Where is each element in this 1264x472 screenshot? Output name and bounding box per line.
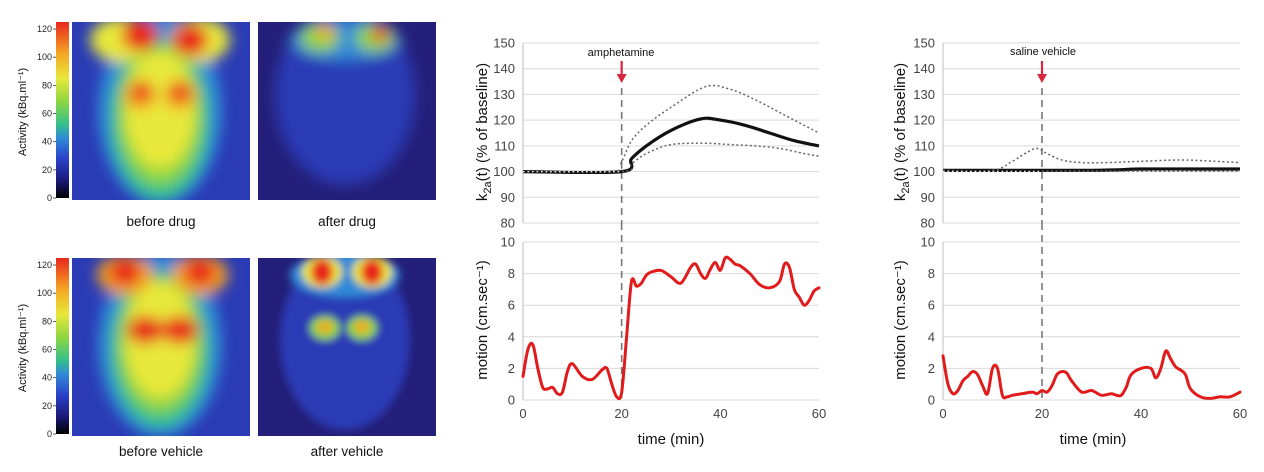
y-tick-label: 150 (493, 36, 515, 51)
colorbar-ticks-top: 0 20 40 60 80 100 120 (37, 24, 56, 203)
event-arrow-head (1037, 74, 1047, 83)
series-motion-line (521, 255, 821, 401)
series-mean-line (942, 167, 1240, 172)
colorbar-label-top: Activity (kBq.ml⁻¹) (17, 68, 29, 156)
series-upper-bound-line (942, 147, 1241, 172)
y-tick-label: 2 (508, 361, 515, 376)
heatmap-before-drug (72, 22, 250, 200)
y-tick-label: 100 (493, 164, 515, 179)
heatmap-after-drug (258, 22, 436, 200)
y-tick-label: 80 (501, 216, 515, 231)
series-mean-line (522, 116, 820, 175)
y-tick-label: 140 (913, 61, 935, 76)
colorbar-tick-label: 60 (42, 109, 52, 119)
y-tick-label: 10 (501, 235, 515, 250)
colorbar-tick-label: 100 (37, 52, 52, 62)
colorbar-tick-label: 80 (42, 316, 52, 326)
y-tick-label: 8 (508, 266, 515, 281)
ylabel-k2a-left: k2a(t) (% of baseline) (474, 63, 494, 201)
x-tick-label: 60 (812, 406, 826, 421)
caption-before-drug: before drug (126, 214, 195, 229)
x-tick-label: 0 (939, 406, 946, 421)
y-tick-label: 2 (928, 361, 935, 376)
colorbar-top (56, 22, 69, 198)
series-upper-bound-line (522, 84, 820, 174)
xlabel-left: time (min) (638, 431, 705, 448)
x-tick-label: 40 (713, 406, 727, 421)
colorbar-tick-label: 100 (37, 288, 52, 298)
y-tick-label: 0 (508, 393, 515, 408)
colorbar-bottom (56, 258, 69, 434)
y-tick-label: 110 (494, 138, 515, 153)
caption-before-vehicle: before vehicle (119, 444, 203, 459)
colorbar-tick-label: 120 (37, 24, 52, 34)
series-motion-line (941, 349, 1242, 400)
y-tick-label: 80 (921, 216, 935, 231)
y-tick-label: 90 (921, 190, 935, 205)
ylabel-motion-right: motion (cm.sec⁻¹) (892, 260, 909, 380)
x-tick-label: 20 (1035, 406, 1049, 421)
colorbar-tick-label: 20 (42, 165, 52, 175)
colorbar-tick-label: 20 (42, 401, 52, 411)
series-lower-bound-line (522, 142, 820, 173)
heatmap-after-vehicle (258, 258, 436, 436)
y-tick-label: 8 (928, 266, 935, 281)
chart-k2a-amphetamine: 150 140 130 120 110 100 90 80 (493, 36, 820, 231)
ylabel-k2a-right: k2a(t) (% of baseline) (892, 63, 912, 201)
x-tick-label: 60 (1233, 406, 1247, 421)
y-tick-label: 150 (913, 36, 935, 51)
event-arrow-head (616, 74, 627, 83)
y-tick-label: 0 (928, 393, 935, 408)
y-tick-label: 100 (913, 164, 935, 179)
y-tick-label: 140 (493, 61, 515, 76)
x-tick-label: 0 (519, 406, 526, 421)
y-tick-label: 130 (913, 87, 935, 102)
colorbar-tick-label: 0 (47, 429, 52, 439)
x-tick-label: 20 (614, 406, 628, 421)
x-tick-label: 40 (1134, 406, 1148, 421)
y-tick-label: 130 (493, 87, 515, 102)
ylabel-motion-left: motion (cm.sec⁻¹) (474, 260, 491, 380)
xlabel-right: time (min) (1060, 431, 1127, 448)
y-tick-label: 120 (493, 113, 515, 128)
colorbar-tick-label: 40 (42, 373, 52, 383)
colorbar-tick-label: 80 (42, 80, 52, 90)
colorbar-label-bottom: Activity (kBq.ml⁻¹) (17, 304, 29, 392)
y-tick-label: 110 (914, 138, 935, 153)
y-tick-label: 6 (508, 298, 515, 313)
y-tick-label: 4 (508, 329, 515, 344)
y-tick-label: 6 (928, 298, 935, 313)
annotation-amphetamine: amphetamine (588, 47, 655, 59)
annotation-saline: saline vehicle (1010, 46, 1076, 58)
colorbar-tick-label: 40 (42, 137, 52, 147)
heatmap-before-vehicle (72, 258, 250, 436)
y-tick-label: 120 (913, 113, 935, 128)
colorbar-tick-label: 0 (47, 193, 52, 203)
y-tick-label: 90 (501, 190, 515, 205)
caption-after-drug: after drug (318, 214, 376, 229)
caption-after-vehicle: after vehicle (311, 444, 384, 459)
y-tick-label: 4 (928, 329, 935, 344)
y-tick-label: 10 (921, 235, 935, 250)
colorbar-tick-label: 60 (42, 345, 52, 355)
chart-k2a-saline: 150 140 130 120 110 100 90 80 (913, 36, 1241, 231)
colorbar-ticks-bottom: 0 20 40 60 80 100 120 (37, 260, 56, 439)
colorbar-tick-label: 120 (37, 260, 52, 270)
